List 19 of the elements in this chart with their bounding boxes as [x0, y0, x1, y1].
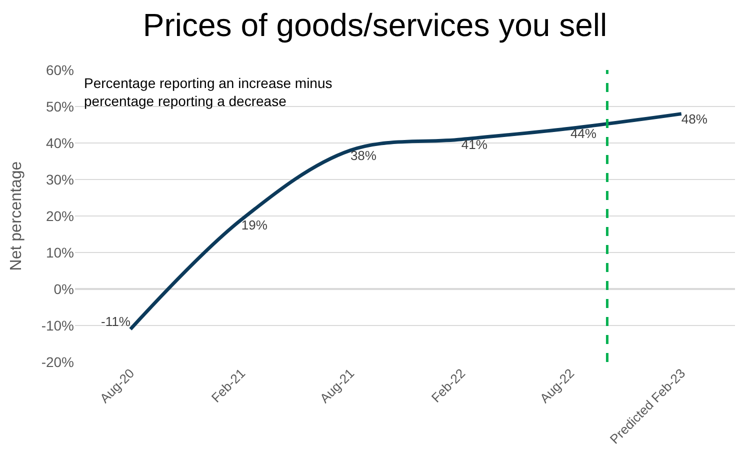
y-tick-label: -20%: [41, 354, 74, 370]
y-tick-label: -10%: [41, 317, 74, 334]
annotation: Percentage reporting an increase minus percentage reporting a decrease: [84, 75, 332, 110]
data-label: 19%: [241, 217, 268, 232]
y-tick-label: 60%: [46, 62, 74, 78]
data-label: 41%: [461, 137, 488, 152]
y-tick-label: 50%: [46, 98, 74, 114]
data-label: 48%: [681, 112, 708, 127]
line-series: [128, 112, 684, 331]
y-tick-label: 40%: [46, 134, 74, 151]
y-tick-label: 30%: [46, 171, 74, 188]
y-tick-label: 20%: [46, 208, 74, 224]
data-label: 38%: [350, 148, 377, 164]
data-label: 44%: [570, 126, 597, 142]
y-tick-label: 0%: [54, 280, 74, 297]
chart-title: Prices of goods/services you sell: [142, 7, 608, 44]
data-label: -11%: [101, 314, 131, 329]
y-tick-label: 10%: [46, 244, 74, 260]
y-axis-title: Net percentage: [8, 161, 26, 271]
